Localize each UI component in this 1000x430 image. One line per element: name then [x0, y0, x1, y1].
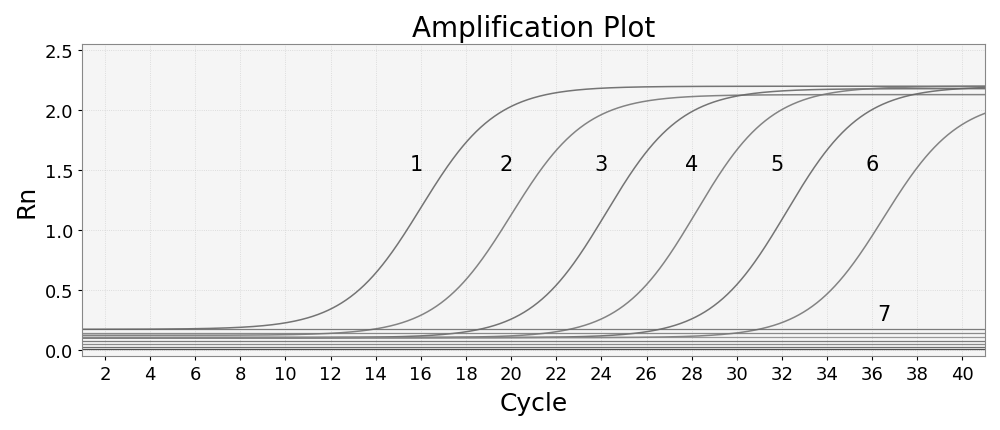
- X-axis label: Cycle: Cycle: [500, 391, 568, 415]
- Text: 3: 3: [595, 155, 608, 175]
- Y-axis label: Rn: Rn: [15, 184, 39, 217]
- Text: 4: 4: [685, 155, 698, 175]
- Text: 6: 6: [865, 155, 879, 175]
- Text: 7: 7: [877, 304, 890, 324]
- Title: Amplification Plot: Amplification Plot: [412, 15, 655, 43]
- Text: 1: 1: [410, 155, 423, 175]
- Text: 5: 5: [771, 155, 784, 175]
- Text: 2: 2: [500, 155, 513, 175]
